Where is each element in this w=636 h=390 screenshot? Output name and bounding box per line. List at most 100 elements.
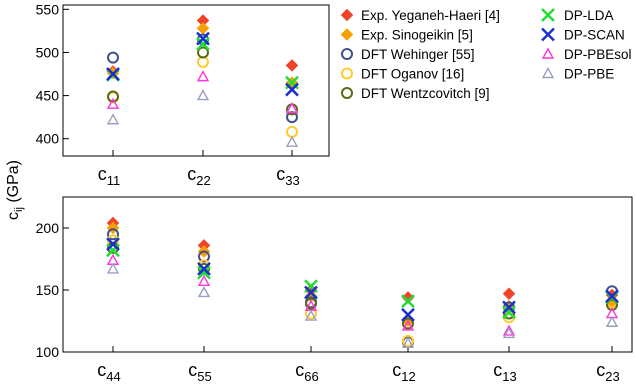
bottom-point-dplda-c55-stroke-b bbox=[197, 265, 211, 280]
xtick-label-main: c bbox=[188, 360, 197, 380]
bottom-point-oganov-c12-shape bbox=[402, 334, 414, 347]
top-ytick-label-500: 500 bbox=[36, 44, 60, 60]
legend-item-yeganeh: Exp. Yeganeh-Haeri [4] bbox=[340, 8, 500, 23]
legend-label-wentzcovitch: DFT Wentzcovitch [9] bbox=[361, 86, 490, 101]
bottom-point-wentzcovitch-c12-shape bbox=[402, 317, 414, 330]
bottom-point-wehinger-c44-shape bbox=[107, 228, 119, 241]
bottom-point-yeganeh-c13 bbox=[502, 287, 516, 301]
bottom-point-dppbe-c55-shape bbox=[197, 286, 211, 298]
bottom-ytick-label-200: 200 bbox=[36, 220, 60, 236]
bottom-point-oganov-c12 bbox=[402, 334, 414, 347]
bottom-point-dppbe-c66-shape bbox=[304, 309, 318, 321]
legend-label-yeganeh: Exp. Yeganeh-Haeri [4] bbox=[361, 8, 500, 23]
legend-marker-wehinger bbox=[341, 48, 353, 60]
legend-marker-dppbe bbox=[541, 67, 555, 79]
legend-marker-sinogeikin bbox=[340, 28, 354, 41]
top-xtick-label-c22: c22 bbox=[187, 164, 210, 188]
legend-marker-yeganeh bbox=[340, 8, 354, 22]
bottom-ytick-label-100: 100 bbox=[36, 344, 60, 360]
y-axis-label: cij (GPa) bbox=[5, 160, 25, 220]
bottom-xtick-label-c13: c13 bbox=[493, 360, 516, 384]
bottom-point-dplda-c13-stroke-b bbox=[502, 305, 516, 320]
top-point-dppbesol-c11 bbox=[106, 97, 120, 109]
top-point-dppbesol-c33 bbox=[285, 102, 299, 114]
bottom-point-dppbe-c44-shape bbox=[106, 262, 120, 274]
bottom-point-dppbe-c23-shape bbox=[605, 315, 619, 327]
top-panel-frame bbox=[62, 4, 330, 157]
bottom-point-dpscan-c23 bbox=[605, 289, 619, 304]
top-xtick-label-c11: c11 bbox=[98, 164, 121, 188]
xtick-label-subscript: 66 bbox=[304, 369, 318, 384]
top-point-dpscan-c11 bbox=[106, 67, 120, 81]
bottom-point-dppbe-c55 bbox=[197, 286, 211, 298]
xtick-label-main: c bbox=[98, 164, 107, 184]
xtick-label-subscript: 12 bbox=[401, 369, 415, 384]
bottom-point-dppbesol-c12 bbox=[401, 319, 415, 331]
xtick-label-subscript: 33 bbox=[285, 173, 299, 188]
legend-item-dplda: DP-LDA bbox=[541, 8, 614, 23]
top-point-wehinger-c11-shape bbox=[107, 51, 119, 64]
bottom-point-dppbesol-c13 bbox=[502, 324, 516, 336]
legend-marker-yeganeh-shape bbox=[340, 8, 354, 22]
top-point-dpscan-c33-stroke-b bbox=[285, 82, 299, 97]
bottom-point-dpscan-c13 bbox=[502, 300, 516, 315]
top-point-wehinger-c11 bbox=[107, 51, 119, 64]
bottom-point-dpscan-c12-stroke-b bbox=[401, 307, 415, 322]
bottom-point-dpscan-c66 bbox=[304, 285, 318, 300]
bottom-point-dplda-c13 bbox=[502, 305, 516, 320]
bottom-point-dppbe-c13 bbox=[502, 326, 516, 339]
bottom-point-dppbesol-c55 bbox=[197, 274, 211, 287]
bottom-ytick-label-150: 150 bbox=[36, 282, 60, 298]
bottom-point-dppbe-c12 bbox=[401, 336, 415, 349]
bottom-point-dpscan-c12 bbox=[401, 307, 415, 322]
bottom-point-wehinger-c44 bbox=[107, 228, 119, 241]
bottom-point-dppbe-c66 bbox=[304, 309, 318, 321]
bottom-point-dpscan-c44 bbox=[106, 237, 120, 252]
bottom-point-dppbe-c13-shape bbox=[502, 326, 516, 339]
bottom-point-dplda-c66-stroke-b bbox=[304, 279, 318, 294]
bottom-xtick-label-c44: c44 bbox=[97, 360, 120, 384]
legend-marker-dppbesol bbox=[541, 47, 555, 59]
top-point-dppbesol-c22-shape bbox=[196, 70, 210, 82]
top-point-dpscan-c22-stroke-b bbox=[196, 31, 210, 46]
top-point-sinogeikin-c22 bbox=[196, 21, 210, 35]
top-x-axis: c11 c22 c33 bbox=[98, 150, 300, 188]
legend-label-dplda: DP-LDA bbox=[564, 8, 614, 23]
bottom-point-dpscan-c55 bbox=[197, 262, 211, 276]
bottom-point-dpscan-c23-stroke-b bbox=[605, 289, 619, 304]
bottom-point-dppbesol-c55-shape bbox=[197, 274, 211, 287]
legend-marker-dplda-stroke-b bbox=[541, 8, 555, 22]
bottom-point-yeganeh-c13-shape bbox=[502, 287, 516, 301]
legend-label-sinogeikin: Exp. Sinogeikin [5] bbox=[361, 28, 473, 43]
top-point-yeganeh-c33-shape bbox=[285, 59, 299, 72]
legend-marker-sinogeikin-shape bbox=[340, 28, 354, 41]
bottom-point-dplda-c55 bbox=[197, 265, 211, 280]
y-axis-label-unit: (GPa) bbox=[5, 160, 22, 207]
xtick-label-main: c bbox=[187, 164, 196, 184]
bottom-xtick-label-c12: c12 bbox=[392, 360, 415, 384]
bottom-y-axis: 100 150 200 bbox=[36, 220, 69, 360]
xtick-label-main: c bbox=[276, 164, 285, 184]
xtick-label-subscript: 22 bbox=[196, 173, 210, 188]
legend-marker-oganov-shape bbox=[341, 67, 353, 80]
xtick-label-main: c bbox=[97, 360, 106, 380]
bottom-xtick-label-c23: c23 bbox=[596, 360, 619, 384]
bottom-point-wehinger-c55 bbox=[198, 250, 210, 263]
legend-marker-dpscan bbox=[541, 27, 555, 42]
top-point-dplda-c22 bbox=[196, 36, 210, 51]
top-point-wentzcovitch-c11-shape bbox=[107, 90, 119, 103]
bottom-data-points bbox=[106, 216, 619, 349]
top-point-sinogeikin-c22-shape bbox=[196, 21, 210, 35]
top-point-dppbe-c33-shape bbox=[285, 135, 299, 147]
bottom-point-dplda-c44-stroke-b bbox=[106, 243, 120, 258]
legend-label-dppbesol: DP-PBEsol bbox=[564, 47, 632, 62]
top-point-wentzcovitch-c22 bbox=[197, 46, 209, 59]
xtick-label-subscript: 13 bbox=[502, 369, 516, 384]
top-point-oganov-c33-shape bbox=[286, 125, 298, 138]
bottom-point-dpscan-c55-stroke-b bbox=[197, 262, 211, 276]
top-point-dpscan-c11-stroke-b bbox=[106, 67, 120, 81]
top-data-points bbox=[106, 14, 299, 147]
bottom-point-dplda-c66 bbox=[304, 279, 318, 294]
